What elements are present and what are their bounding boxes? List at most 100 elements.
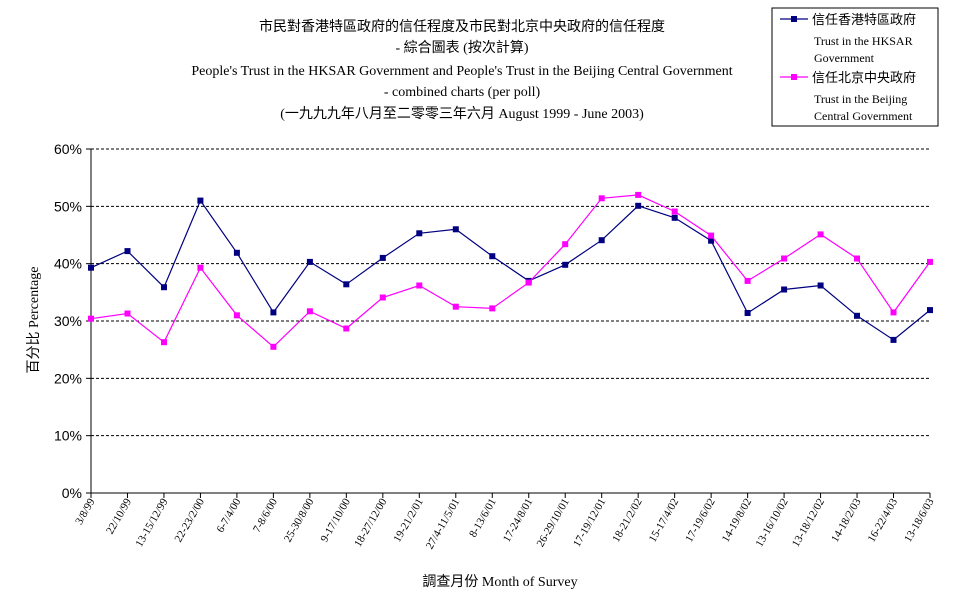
data-point-hksar (306, 258, 313, 265)
series (88, 191, 933, 350)
data-point-hksar (197, 197, 204, 204)
data-point-hksar (161, 284, 167, 291)
x-tick-label: 18-27/12/00 (352, 496, 390, 549)
x-tick-label: 22/10/99 (104, 496, 134, 536)
x-tick-label: 27/4-11/5/01 (424, 497, 463, 552)
y-tick-label: 60% (54, 141, 82, 157)
title-line-2: - 綜合圖表 (按次計算) (396, 40, 529, 56)
y-tick-label: 50% (54, 198, 82, 214)
data-point-beijing (890, 309, 897, 316)
y-tick-label: 20% (54, 370, 82, 386)
data-point-beijing (817, 231, 824, 238)
x-tick-label: 19-21/2/01 (391, 497, 426, 545)
data-point-beijing (233, 312, 240, 319)
x-tick-label: 17-24/8/01 (501, 497, 536, 545)
x-tick-label: 26-29/10/01 (535, 497, 572, 550)
x-tick-label: 13-18/12/02 (790, 497, 827, 550)
data-point-beijing (744, 277, 751, 284)
legend-marker-hksar (791, 16, 797, 22)
data-point-beijing (635, 191, 642, 198)
y-tick-label: 30% (54, 313, 82, 329)
title-line-5: (一九九九年八月至二零零三年六月 August 1999 - June 2003… (280, 106, 644, 122)
data-point-hksar (817, 282, 824, 289)
data-point-beijing (416, 282, 423, 289)
legend-label-hksar: 信任香港特區政府 (812, 12, 916, 27)
data-point-hksar (233, 249, 240, 256)
title-line-3: People's Trust in the HKSAR Government a… (191, 64, 732, 79)
data-point-hksar (452, 226, 459, 233)
data-point-beijing (781, 255, 788, 262)
y-tick-label: 40% (54, 256, 82, 272)
data-point-hksar (343, 281, 350, 288)
data-point-beijing (525, 279, 532, 286)
data-point-hksar (671, 214, 678, 221)
x-tick-label: 15-17/4/02 (647, 497, 682, 545)
legend-label-beijing-en-1: Trust in the Beijing (814, 92, 907, 106)
legend-label-beijing-en-2: Central Government (814, 109, 913, 123)
x-tick-label: 13-16/10/02 (753, 497, 790, 550)
data-point-beijing (708, 232, 715, 239)
legend-marker-beijing (791, 74, 797, 80)
data-point-hksar (270, 309, 277, 316)
data-point-hksar (854, 312, 860, 319)
data-point-beijing (306, 308, 313, 315)
data-point-hksar (927, 307, 933, 314)
y-axis-title: 百分比 Percentage (26, 267, 42, 374)
data-point-hksar (890, 336, 897, 343)
x-tick-label: 17-19/6/02 (683, 497, 718, 545)
gridlines (91, 148, 930, 437)
data-point-beijing (562, 241, 569, 248)
x-axis-title: 調查月份 Month of Survey (422, 574, 577, 590)
data-point-hksar (744, 310, 751, 316)
y-tick-labels: 0% 10% 20% 30% 40% 50% 60% (54, 141, 82, 501)
x-tick-label: 8-13/6/01 (467, 497, 499, 540)
title-line-4: - combined charts (per poll) (384, 85, 541, 100)
data-point-beijing (489, 305, 496, 312)
axes (86, 148, 931, 498)
data-point-hksar (489, 253, 496, 260)
data-point-hksar (635, 202, 642, 209)
x-tick-label: 13-15/12/99 (133, 496, 171, 549)
x-tick-labels: 3/8/99 22/10/99 13-15/12/99 22-23/2/00 6-7/4… (73, 496, 937, 551)
x-tick-label: 22-23/2/00 (172, 496, 207, 544)
data-point-beijing (197, 264, 204, 271)
data-point-hksar (124, 248, 131, 255)
data-point-beijing (671, 208, 678, 215)
data-point-hksar (88, 264, 94, 271)
x-tick-label: 9-17/10/00 (318, 496, 353, 544)
series-line-hksar (90, 199, 931, 341)
legend-box (771, 7, 939, 127)
data-point-beijing (88, 315, 94, 322)
x-tick-label: 7-8/6/00 (251, 496, 280, 535)
data-point-beijing (854, 255, 860, 262)
data-point-hksar (708, 237, 715, 244)
legend-label-hksar-en-2: Government (814, 51, 875, 65)
data-point-hksar (781, 286, 788, 293)
x-tick-label: 16-22/4/03 (866, 496, 901, 544)
data-point-beijing (343, 325, 350, 332)
x-tick-label: 13-18/6/03 (902, 496, 937, 544)
data-point-beijing (161, 339, 167, 346)
data-point-hksar (379, 254, 386, 261)
data-point-beijing (124, 310, 131, 317)
x-tick-label: 25-30/8/00 (282, 496, 317, 544)
y-tick-label: 0% (62, 485, 82, 501)
series-line-beijing (90, 194, 931, 348)
data-point-hksar (416, 230, 423, 237)
legend-label-beijing: 信任北京中央政府 (812, 70, 916, 85)
data-point-hksar (598, 237, 605, 244)
data-point-beijing (379, 294, 386, 301)
x-tick-label: 6-7/4/00 (214, 496, 243, 535)
x-tick-label: 17-19/12/01 (571, 497, 608, 550)
data-point-beijing (598, 195, 605, 202)
data-point-hksar (562, 261, 569, 268)
x-tick-label: 18-21/2/02 (610, 497, 645, 545)
y-tick-label: 10% (54, 428, 82, 444)
legend-label-hksar-en-1: Trust in the HKSAR (814, 34, 913, 48)
chart-title: 市民對香港特區政府的信任程度及市民對北京中央政府的信任程度 - 綜合圖表 (按次… (191, 18, 732, 122)
x-tick-label: 14-19/8/02 (720, 497, 755, 545)
title-line-1: 市民對香港特區政府的信任程度及市民對北京中央政府的信任程度 (259, 18, 665, 35)
legend: 信任香港特區政府 Trust in the HKSAR Government 信… (771, 7, 939, 127)
x-tick-label: 14-18/2/03 (829, 496, 864, 544)
